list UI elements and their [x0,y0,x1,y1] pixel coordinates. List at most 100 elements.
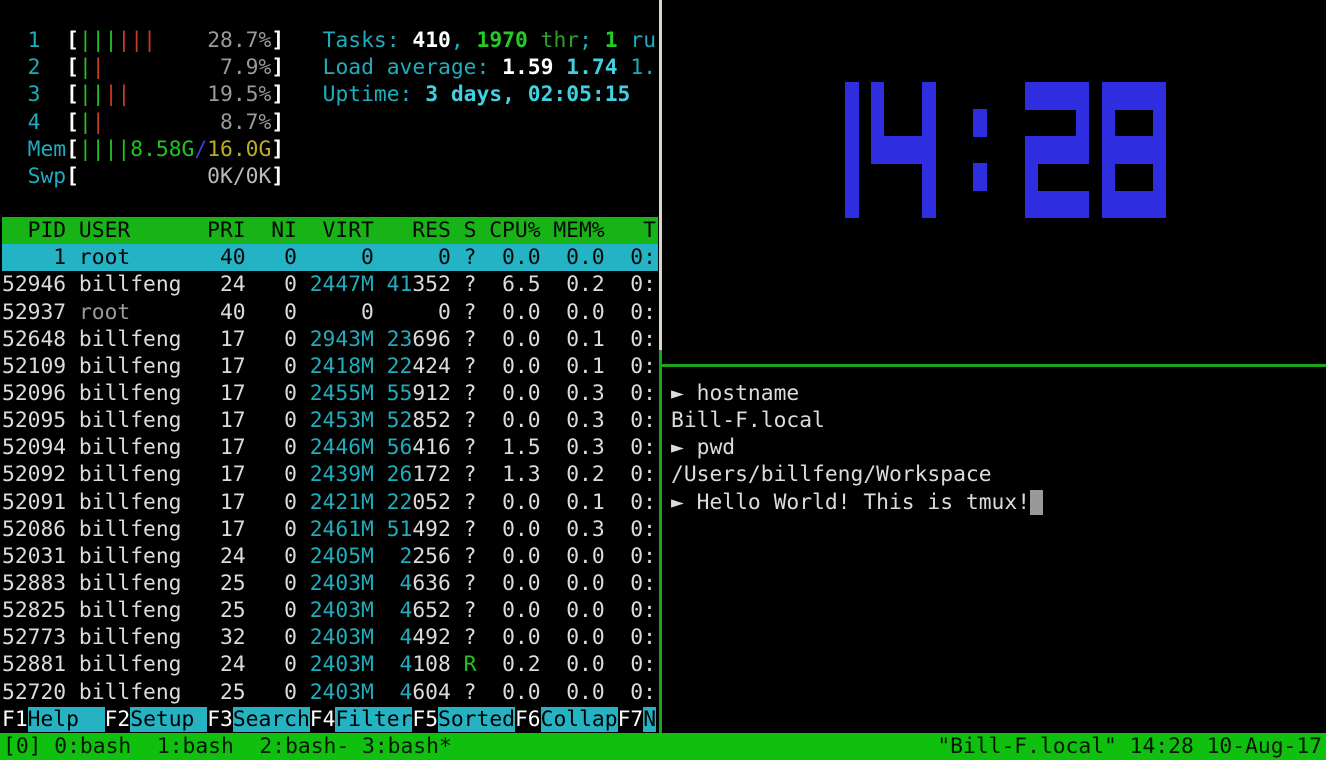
clock-segment [1127,136,1141,164]
clock-segment [922,109,936,137]
clock-segment [1101,136,1115,164]
text-run: 52086 billfeng 17 0 [2,516,310,542]
text-run: 19.5% [207,82,272,108]
text-run: 492 [412,516,451,542]
text-run: ► Hello World! This is tmux! [671,489,1031,515]
text-run: 23 [386,326,413,352]
process-row[interactable]: 52773 billfeng 32 0 2403M 4492 ? 0.0 0.0… [2,624,656,651]
fkey-1-key[interactable]: F1 [2,706,28,732]
text-run: ] [271,136,285,162]
process-row[interactable]: 52086 billfeng 17 0 2461M 51492 ? 0.0 0.… [2,516,656,543]
text-run [79,164,207,189]
text-run: 4 [399,598,413,624]
text-run: 1 [27,28,41,54]
process-row[interactable]: 52096 billfeng 17 0 2455M 55912 ? 0.0 0.… [2,380,656,407]
text-run: ? 0.0 0.3 0: [450,381,656,406]
text-run: 2446M [309,435,374,461]
window-list[interactable]: [0] 0:bash 1:bash 2:bash- 3:bash* [3,733,452,759]
clock-segment [883,136,898,164]
text-run [374,680,400,705]
process-row[interactable]: 52883 billfeng 25 0 2403M 4636 ? 0.0 0.0… [2,570,656,597]
process-row[interactable]: 52091 billfeng 17 0 2421M 22052 ? 0.0 0.… [2,489,656,516]
text-run: 416 [412,435,451,461]
pane-divider-horizontal-active[interactable] [659,364,1326,367]
process-row[interactable]: 52648 billfeng 17 0 2943M 23696 ? 0.0 0.… [2,326,656,353]
text-run [374,490,387,515]
fkey-2-label[interactable]: Setup [130,706,208,732]
process-row[interactable]: 52937 root 40 0 0 0 ? 0.0 0.0 0: [2,299,656,326]
clock-segment [922,190,936,219]
text-run: ru [617,28,657,54]
text-run: thr [527,28,580,54]
text-run: ] [271,28,285,54]
fkey-3-label[interactable]: Search [232,706,310,732]
clock-segment [1140,136,1154,164]
process-row[interactable]: 52094 billfeng 17 0 2446M 56416 ? 1.5 0.… [2,434,656,461]
process-row[interactable]: 52825 billfeng 25 0 2403M 4652 ? 0.0 0.0… [2,597,656,624]
text-run: [ [66,163,79,189]
text-run [374,598,400,623]
text-run: 52094 billfeng 17 0 [2,435,310,461]
process-row[interactable]: 52720 billfeng 25 0 2403M 4604 ? 0.0 0.0… [2,679,656,706]
text-run: 8.7% [220,109,272,135]
clock-segment [1101,163,1115,192]
text-run: [ [66,136,79,162]
text-run: ||| [117,28,156,54]
clock-segment [1063,190,1077,219]
fkey-5-key[interactable]: F5 [412,706,439,732]
process-row[interactable]: 52881 billfeng 24 0 2403M 4108 R 0.2 0.0… [2,651,656,678]
process-row[interactable]: 52946 billfeng 24 0 2447M 41352 ? 6.5 0.… [2,271,656,298]
clock-segment [1152,82,1167,110]
text-run: | [78,109,92,135]
clock-segment [1024,163,1039,192]
pane-divider-vertical-active[interactable] [659,350,662,733]
text-run: 41 [386,272,413,298]
command-line-current: ► Hello World! This is tmux! [671,489,1043,516]
mem-meter: Mem[||||8.58G/16.0G] [2,136,284,163]
text-run: ? 0.0 0.0 0: [450,543,656,569]
fkey-3-key[interactable]: F3 [207,706,233,732]
text-run: 410 [412,28,451,54]
text-run: 2418M [309,353,374,379]
text-run: ] [271,163,285,189]
text-run: 2403M [309,598,374,624]
text-run: ? 0.0 0.0 0: [450,598,656,624]
text-run [40,55,66,80]
text-run: PID USER PRI NI VIRT RES S CPU% MEM% T [2,218,656,244]
fkey-7-key[interactable]: F7 [617,706,644,732]
text-run: Uptime: [322,82,426,108]
text-run: ? 0.0 0.3 0: [450,408,656,434]
fkey-6-key[interactable]: F6 [514,706,541,732]
fkey-6-label[interactable]: Collap [540,706,618,732]
fkey-bar: F1Help F2Setup F3SearchF4FilterF5SortedF… [2,706,657,733]
process-row[interactable]: 52092 billfeng 17 0 2439M 26172 ? 1.3 0.… [2,461,656,488]
text-run [105,110,220,135]
fkey-1-label[interactable]: Help [27,706,105,732]
fkey-4-label[interactable]: Filter [335,706,413,732]
text-run [374,381,387,406]
fkey-5-label[interactable]: Sorted [438,706,515,732]
text-run: 52946 billfeng 24 0 [2,272,310,298]
text-run: Load average: [322,55,503,81]
text-run: 1 root 40 0 0 0 ? 0.0 0.0 0: [2,245,656,271]
process-row[interactable]: 52031 billfeng 24 0 2405M 2256 ? 0.0 0.0… [2,543,656,570]
text-run: 2421M [309,489,374,515]
text-run: 3 [27,82,41,108]
text-run: 7.9% [220,55,272,81]
process-row[interactable]: 52095 billfeng 17 0 2453M 52852 ? 0.0 0.… [2,407,656,434]
fkey-2-key[interactable]: F2 [104,706,131,732]
text-run: 696 [412,326,451,352]
text-run [374,435,387,460]
process-row[interactable]: 52109 billfeng 17 0 2418M 22424 ? 0.0 0.… [2,353,656,380]
text-run: 352 [412,272,451,298]
text-run: || [104,82,131,108]
fkey-7-label[interactable]: N [643,706,657,732]
fkey-4-key[interactable]: F4 [309,706,336,732]
text-run: Tasks: [322,28,413,54]
clock-segment [870,82,885,110]
pane-divider-vertical[interactable] [659,0,662,350]
text-run: 1.74 [566,55,618,81]
text-run: 052 [412,489,451,515]
text-run [40,82,66,107]
process-row-selected[interactable]: 1 root 40 0 0 0 ? 0.0 0.0 0: [2,244,658,272]
